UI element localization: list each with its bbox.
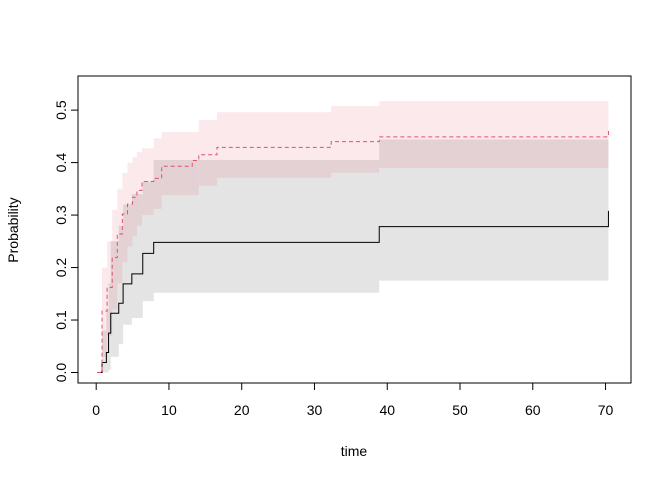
ci-band-segment — [102, 267, 108, 357]
confidence-bands — [102, 101, 609, 373]
ci-band-segment — [118, 225, 124, 345]
x-tick-label: 70 — [598, 402, 614, 418]
ci-band-segment — [127, 162, 133, 247]
y-axis-label: Probability — [5, 197, 21, 262]
ci-band-segment — [192, 132, 199, 196]
y-tick-label: 0.2 — [53, 258, 69, 278]
ci-band-segment — [102, 330, 107, 373]
ci-band-segment — [106, 309, 109, 373]
x-tick-label: 10 — [161, 402, 177, 418]
ci-band-segment — [110, 241, 119, 357]
y-axis: 0.0 0.1 0.2 0.3 0.4 0.5 — [53, 100, 79, 383]
x-tick-label: 0 — [92, 402, 100, 418]
ci-band-segment — [216, 112, 332, 178]
x-tick-label: 20 — [234, 402, 250, 418]
ci-band-segment — [107, 241, 113, 336]
series-line-2 — [96, 129, 609, 374]
ci-band-segment — [331, 105, 380, 173]
x-tick-label: 40 — [379, 402, 395, 418]
ci-band-segment — [161, 132, 193, 196]
ci-band-segment — [379, 139, 609, 281]
x-axis-label: time — [341, 443, 368, 459]
ci-band-segment — [142, 181, 154, 302]
y-tick-label: 0.1 — [53, 310, 69, 330]
x-tick-label: 60 — [525, 402, 541, 418]
y-tick-label: 0.5 — [53, 100, 69, 120]
ci-band-segment — [117, 188, 123, 284]
x-tick-label: 50 — [452, 402, 468, 418]
ci-band-segment — [153, 159, 199, 293]
ci-band-segment — [132, 157, 137, 237]
x-axis: 0 10 20 30 40 50 60 70 — [92, 382, 614, 418]
ci-band-segment — [108, 283, 111, 370]
y-tick-label: 0.3 — [53, 205, 69, 225]
x-tick-label: 30 — [307, 402, 323, 418]
ci-band-segment — [153, 138, 162, 209]
ci-band-segment — [198, 159, 332, 293]
ci-band-segment — [136, 152, 143, 226]
series-lines — [96, 129, 609, 374]
ci-band-segment — [122, 173, 128, 263]
ci-band-segment — [131, 194, 143, 318]
series-line-1 — [98, 210, 609, 374]
ci-band-segment — [331, 159, 380, 293]
y-tick-label: 0.4 — [53, 153, 69, 173]
y-tick-label: 0.0 — [53, 363, 69, 383]
ci-band-segment — [112, 209, 118, 310]
ci-band-segment — [379, 101, 609, 168]
ci-band-segment — [198, 120, 217, 186]
ci-band-segment — [123, 204, 132, 325]
